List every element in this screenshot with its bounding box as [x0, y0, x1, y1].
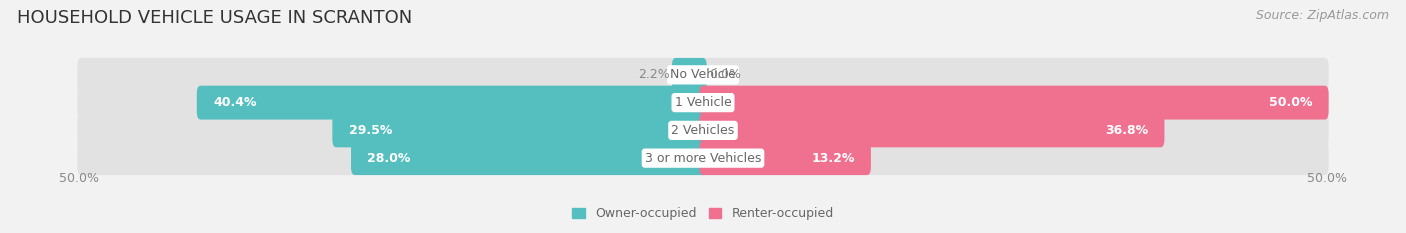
Text: 40.4%: 40.4% [212, 96, 256, 109]
Text: HOUSEHOLD VEHICLE USAGE IN SCRANTON: HOUSEHOLD VEHICLE USAGE IN SCRANTON [17, 9, 412, 27]
FancyBboxPatch shape [699, 86, 1329, 120]
FancyBboxPatch shape [699, 113, 1164, 147]
Text: 0.0%: 0.0% [709, 68, 741, 81]
FancyBboxPatch shape [77, 141, 1329, 175]
Text: 50.0%: 50.0% [1270, 96, 1312, 109]
Text: 50.0%: 50.0% [1308, 172, 1347, 185]
Text: Source: ZipAtlas.com: Source: ZipAtlas.com [1256, 9, 1389, 22]
FancyBboxPatch shape [77, 113, 1329, 147]
FancyBboxPatch shape [699, 141, 870, 175]
Text: 29.5%: 29.5% [349, 124, 392, 137]
FancyBboxPatch shape [332, 113, 707, 147]
Text: 28.0%: 28.0% [367, 152, 411, 165]
FancyBboxPatch shape [197, 86, 707, 120]
FancyBboxPatch shape [77, 58, 1329, 92]
Text: No Vehicle: No Vehicle [671, 68, 735, 81]
Text: 3 or more Vehicles: 3 or more Vehicles [645, 152, 761, 165]
Text: 13.2%: 13.2% [811, 152, 855, 165]
FancyBboxPatch shape [77, 86, 1329, 120]
Legend: Owner-occupied, Renter-occupied: Owner-occupied, Renter-occupied [568, 202, 838, 225]
Text: 2.2%: 2.2% [638, 68, 669, 81]
FancyBboxPatch shape [672, 58, 707, 92]
Text: 36.8%: 36.8% [1105, 124, 1149, 137]
Text: 2 Vehicles: 2 Vehicles [672, 124, 734, 137]
Text: 1 Vehicle: 1 Vehicle [675, 96, 731, 109]
FancyBboxPatch shape [352, 141, 707, 175]
Text: 50.0%: 50.0% [59, 172, 98, 185]
